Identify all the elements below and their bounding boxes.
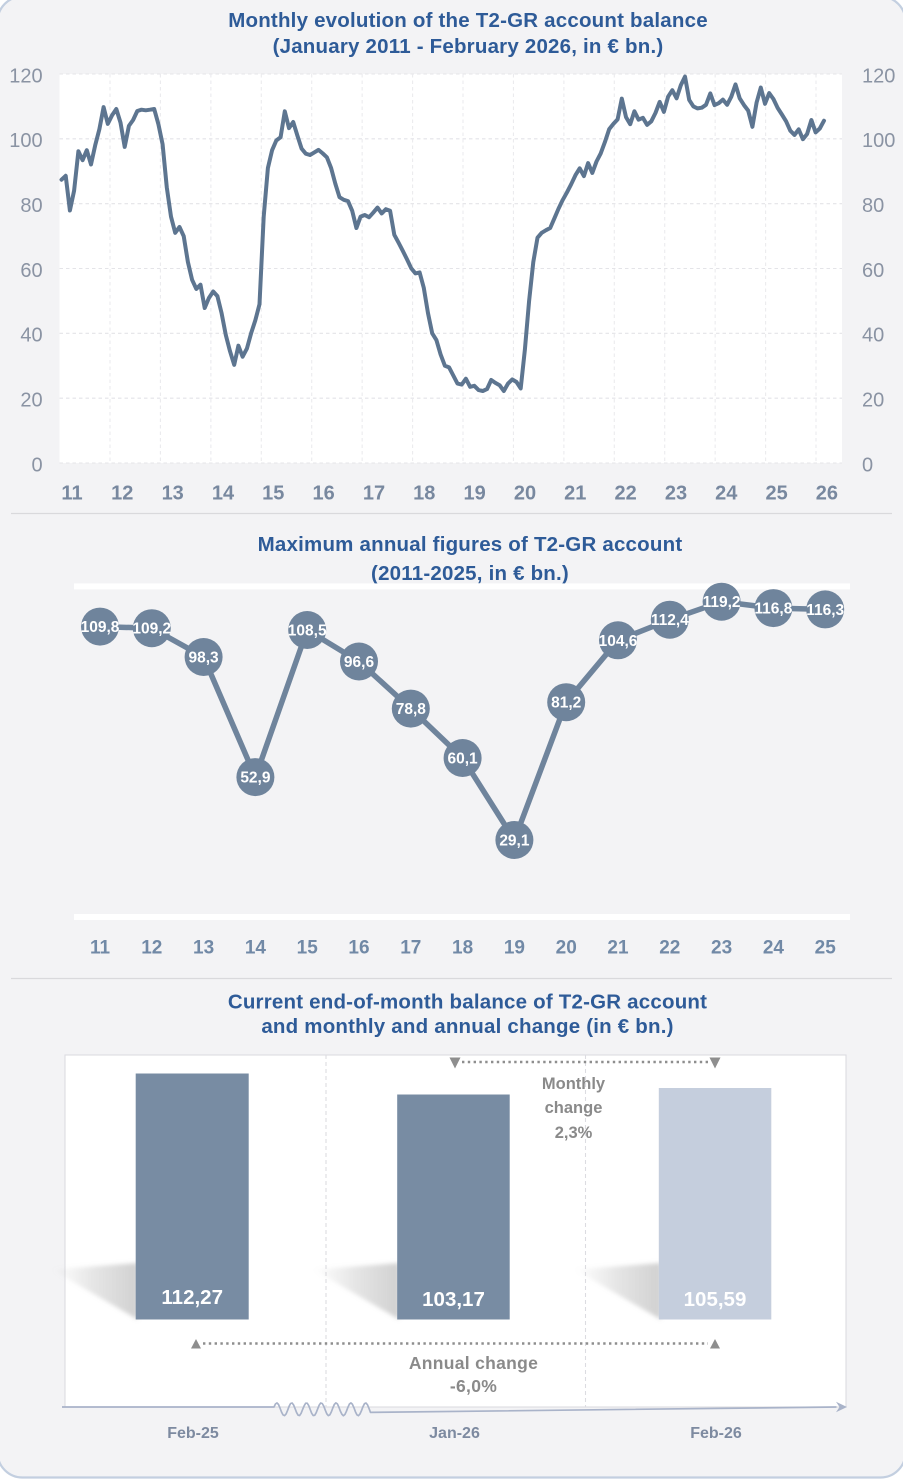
svg-text:13: 13 xyxy=(193,937,214,958)
svg-text:15: 15 xyxy=(262,483,284,505)
svg-text:21: 21 xyxy=(607,937,629,958)
svg-text:Current end-of-month balance o: Current end-of-month balance of T2-GR ac… xyxy=(228,991,707,1014)
svg-text:78,8: 78,8 xyxy=(396,701,427,718)
svg-text:22: 22 xyxy=(659,937,680,958)
svg-text:18: 18 xyxy=(452,937,473,958)
svg-text:98,3: 98,3 xyxy=(189,650,220,667)
svg-text:100: 100 xyxy=(862,130,895,152)
svg-text:2,3%: 2,3% xyxy=(555,1124,593,1142)
svg-text:14: 14 xyxy=(212,483,235,505)
svg-text:19: 19 xyxy=(463,483,485,505)
svg-text:105,59: 105,59 xyxy=(684,1288,747,1311)
svg-text:13: 13 xyxy=(162,483,184,505)
svg-text:11: 11 xyxy=(61,483,82,505)
svg-text:18: 18 xyxy=(413,483,435,505)
svg-text:20: 20 xyxy=(862,390,884,412)
svg-text:96,6: 96,6 xyxy=(344,654,375,671)
svg-text:Monthly evolution of the T2-GR: Monthly evolution of the T2-GR account b… xyxy=(228,9,708,32)
svg-text:Feb-25: Feb-25 xyxy=(167,1425,219,1442)
svg-text:Jan-26: Jan-26 xyxy=(429,1425,480,1442)
svg-text:0: 0 xyxy=(862,454,873,476)
svg-text:25: 25 xyxy=(815,937,837,958)
svg-text:24: 24 xyxy=(715,483,738,505)
svg-text:52,9: 52,9 xyxy=(240,770,271,787)
svg-text:change: change xyxy=(545,1099,603,1117)
svg-text:Monthly: Monthly xyxy=(542,1075,606,1093)
svg-text:120: 120 xyxy=(862,65,895,87)
svg-text:60,1: 60,1 xyxy=(448,751,479,768)
svg-text:80: 80 xyxy=(862,195,884,217)
svg-text:23: 23 xyxy=(665,483,687,505)
svg-text:17: 17 xyxy=(400,937,421,958)
svg-text:Annual change: Annual change xyxy=(409,1353,538,1373)
svg-text:23: 23 xyxy=(711,937,732,958)
svg-text:19: 19 xyxy=(504,937,525,958)
svg-text:80: 80 xyxy=(20,195,42,217)
svg-text:81,2: 81,2 xyxy=(551,695,581,712)
svg-text:109,8: 109,8 xyxy=(81,619,120,636)
svg-text:120: 120 xyxy=(9,65,42,87)
svg-text:Feb-26: Feb-26 xyxy=(690,1425,742,1442)
svg-text:112,27: 112,27 xyxy=(161,1286,223,1309)
svg-text:100: 100 xyxy=(9,130,42,152)
svg-text:(January 2011 - February 2026: (January 2011 - February 2026, in € bn.) xyxy=(273,35,664,58)
svg-text:Maximum annual figures of T2-G: Maximum annual figures of T2-GR account xyxy=(258,533,683,556)
svg-text:12: 12 xyxy=(141,937,162,958)
svg-text:26: 26 xyxy=(816,483,838,505)
svg-text:108,5: 108,5 xyxy=(288,623,327,640)
svg-text:60: 60 xyxy=(862,260,884,282)
svg-text:16: 16 xyxy=(312,483,334,505)
svg-text:20: 20 xyxy=(514,483,536,505)
svg-text:21: 21 xyxy=(564,483,586,505)
svg-text:11: 11 xyxy=(90,937,111,958)
svg-text:0: 0 xyxy=(31,454,42,476)
svg-text:24: 24 xyxy=(763,937,785,958)
svg-text:103,17: 103,17 xyxy=(422,1288,485,1311)
svg-text:14: 14 xyxy=(245,937,267,958)
svg-text:20: 20 xyxy=(20,390,42,412)
svg-text:116,3: 116,3 xyxy=(806,602,844,619)
svg-text:60: 60 xyxy=(20,260,42,282)
svg-text:109,2: 109,2 xyxy=(132,621,171,638)
svg-text:16: 16 xyxy=(348,937,369,958)
svg-text:17: 17 xyxy=(363,483,385,505)
svg-text:20: 20 xyxy=(556,937,577,958)
svg-text:119,2: 119,2 xyxy=(703,594,741,611)
svg-text:and monthly and annual change: and monthly and annual change (in € bn.) xyxy=(261,1015,673,1038)
svg-text:40: 40 xyxy=(20,325,42,347)
svg-text:112,4: 112,4 xyxy=(651,612,689,629)
svg-text:22: 22 xyxy=(614,483,636,505)
svg-text:104,6: 104,6 xyxy=(599,633,638,650)
svg-text:116,8: 116,8 xyxy=(754,601,792,618)
svg-text:15: 15 xyxy=(297,937,319,958)
svg-text:-6,0%: -6,0% xyxy=(450,1376,497,1396)
svg-text:12: 12 xyxy=(111,483,133,505)
svg-text:(2011-2025, in € bn.): (2011-2025, in € bn.) xyxy=(371,562,569,585)
svg-text:25: 25 xyxy=(765,483,787,505)
svg-text:29,1: 29,1 xyxy=(499,833,530,850)
svg-text:40: 40 xyxy=(862,325,884,347)
